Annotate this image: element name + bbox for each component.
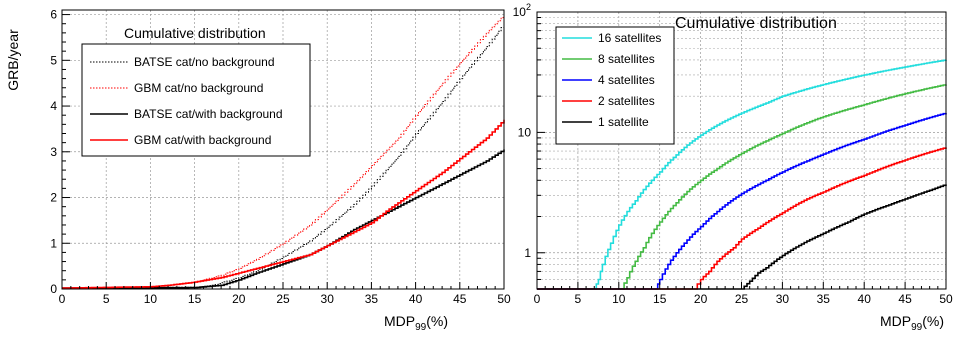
- right-series-line-2: [537, 84, 947, 290]
- right-y-tick-label-base: 10: [518, 125, 532, 139]
- right-legend-box: [555, 26, 675, 145]
- right-y-tick-label: 10: [518, 125, 532, 139]
- left-x-tick-label: 45: [453, 292, 467, 306]
- right-chart-title: Cumulative distribution: [675, 15, 837, 32]
- right-y-tick-label: 102: [513, 2, 531, 19]
- right-legend-label: 2 satellites: [598, 94, 655, 108]
- right-y-tick-label: 1: [524, 246, 531, 260]
- left-x-tick-label: 20: [232, 292, 246, 306]
- left-x-tick-label: 10: [144, 292, 158, 306]
- left-legend-label: GBM cat/with background: [134, 133, 271, 147]
- left-legend-label: GBM cat/no background: [134, 81, 263, 95]
- left-y-tick-label: 5: [50, 53, 57, 67]
- left-y-tick-label: 6: [50, 8, 57, 22]
- left-legend-items: BATSE cat/no background GBM cat/no backgr…: [90, 55, 283, 147]
- right-x-tick-label: 15: [653, 292, 667, 306]
- right-legend-items: 16 satellites 8 satellites 4 satellites 2 s…: [562, 31, 661, 129]
- left-x-axis-label: MDP99(%): [384, 313, 448, 333]
- left-y-axis-label: GRB/year: [5, 29, 21, 91]
- right-legend-label: 1 satellite: [598, 115, 649, 129]
- right-x-tick-label: 5: [575, 292, 582, 306]
- right-x-tick-label: 10: [612, 292, 626, 306]
- left-series-group: [62, 14, 505, 289]
- left-y-tick-label: 3: [50, 145, 57, 159]
- left-x-axis-label-main: MDP: [384, 313, 415, 329]
- left-x-axis-label-sub: 99: [415, 322, 427, 333]
- left-series-line-4: [62, 119, 505, 289]
- left-x-tick-label: 0: [59, 292, 66, 306]
- left-x-tick-label: 5: [103, 292, 110, 306]
- right-x-tick-label: 25: [735, 292, 749, 306]
- right-x-axis-label-main: MDP: [880, 313, 911, 329]
- left-y-tick-label: 2: [50, 191, 57, 205]
- right-x-tick-label: 50: [939, 292, 953, 306]
- right-y-tick-label-base: 1: [524, 246, 531, 260]
- right-series-line-1: [537, 59, 947, 290]
- left-x-tick-label: 15: [188, 292, 202, 306]
- right-x-tick-label: 0: [534, 292, 541, 306]
- left-y-tick-label: 0: [50, 282, 57, 296]
- right-x-tick-label: 40: [858, 292, 872, 306]
- right-x-axis-label-sub: 99: [911, 322, 923, 333]
- left-legend-label: BATSE cat/no background: [134, 55, 275, 69]
- left-x-axis-label-tail: (%): [426, 313, 448, 329]
- left-y-tick-label: 1: [50, 236, 57, 250]
- left-legend-box: [81, 43, 311, 157]
- right-x-axis-label-tail: (%): [922, 313, 944, 329]
- right-x-tick-label: 35: [817, 292, 831, 306]
- right-legend-label: 16 satellites: [598, 31, 661, 45]
- left-series-line-1: [62, 23, 505, 289]
- right-x-tick-label: 30: [776, 292, 790, 306]
- right-x-axis-label: MDP99(%): [880, 313, 944, 333]
- left-y-tick-label: 4: [50, 99, 57, 113]
- right-legend: 16 satellites 8 satellites 4 satellites 2 s…: [555, 26, 675, 145]
- left-chart-title: Cumulative distribution: [124, 25, 266, 41]
- left-x-tick-label: 40: [409, 292, 423, 306]
- right-x-tick-label: 20: [694, 292, 708, 306]
- left-legend-label: BATSE cat/with background: [134, 107, 283, 121]
- left-x-tick-label: 30: [321, 292, 335, 306]
- right-x-tick-label: 45: [898, 292, 912, 306]
- left-x-tick-label: 35: [365, 292, 379, 306]
- right-y-tick-label-exponent: 2: [526, 2, 531, 12]
- left-legend: BATSE cat/no background GBM cat/no backgr…: [81, 43, 311, 157]
- right-legend-label: 4 satellites: [598, 73, 655, 87]
- right-y-tick-label-base: 10: [513, 5, 527, 19]
- left-x-tick-label: 50: [497, 292, 511, 306]
- left-x-tick-label: 25: [276, 292, 290, 306]
- right-legend-label: 8 satellites: [598, 52, 655, 66]
